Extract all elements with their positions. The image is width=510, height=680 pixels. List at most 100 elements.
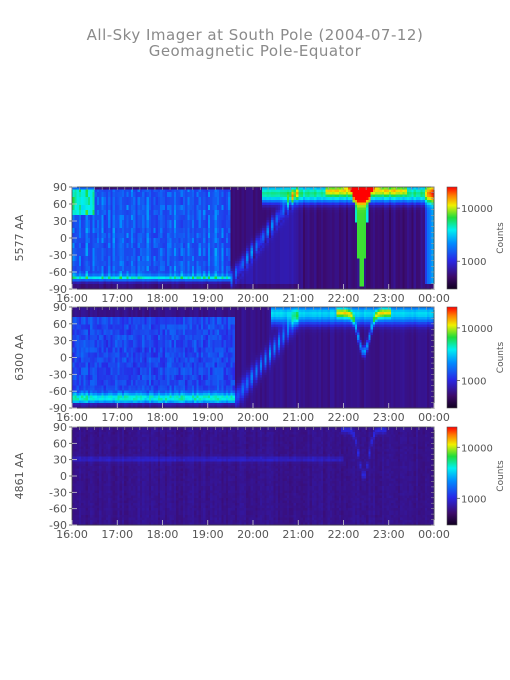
heatmap-cell: [169, 273, 172, 277]
heatmap-cell: [221, 276, 224, 280]
heatmap-cell: [214, 240, 218, 244]
heatmap-cell: [178, 227, 181, 231]
heatmap-cell: [210, 266, 213, 269]
heatmap-cell: [196, 273, 199, 277]
heatmap-cell: [128, 202, 132, 206]
heatmap-cell: [196, 238, 199, 241]
heatmap-cell: [139, 260, 143, 264]
heatmap-cell: [178, 258, 181, 262]
heatmap-cell: [332, 192, 335, 195]
heatmap-cell: [173, 227, 177, 231]
heatmap-cell: [182, 276, 186, 280]
heatmap-cell: [110, 238, 114, 241]
heatmap-cell: [241, 238, 245, 241]
heatmap-cell: [286, 283, 290, 287]
heatmap-cell: [266, 202, 270, 206]
heatmap-cell: [187, 253, 190, 257]
heatmap-cell: [225, 192, 229, 195]
heatmap-cell: [203, 230, 206, 234]
heatmap-cell: [124, 192, 127, 195]
heatmap-cell: [280, 235, 283, 239]
heatmap-cell: [198, 197, 202, 201]
heatmap-cell: [128, 276, 132, 280]
heatmap-cell: [350, 238, 353, 241]
heatmap-cell: [207, 238, 211, 241]
heatmap-cell: [248, 276, 252, 280]
heatmap-cell: [298, 235, 301, 239]
heatmap-cell: [114, 263, 118, 267]
heatmap-cell: [83, 273, 86, 277]
heatmap-cell: [96, 189, 100, 193]
heatmap-cell: [180, 253, 184, 257]
heatmap-cell: [74, 220, 77, 223]
heatmap-cell: [101, 263, 104, 267]
heatmap-cell: [205, 268, 209, 272]
heatmap-cell: [83, 260, 86, 264]
heatmap-cell: [85, 222, 89, 226]
heatmap-cell: [173, 204, 177, 208]
heatmap-cell: [219, 222, 222, 226]
heatmap-cell: [311, 281, 315, 285]
heatmap-cell: [189, 204, 193, 208]
heatmap-cell: [196, 286, 199, 290]
heatmap-cell: [130, 220, 134, 223]
heatmap-cell: [266, 194, 270, 198]
heatmap-cell: [323, 215, 326, 218]
heatmap-cell: [105, 263, 109, 267]
heatmap-cell: [336, 283, 340, 287]
heatmap-cell: [151, 192, 154, 195]
heatmap-cell: [187, 281, 190, 285]
heatmap-cell: [187, 230, 190, 234]
heatmap-cell: [264, 194, 267, 198]
heatmap-cell: [257, 192, 261, 195]
heatmap-cell: [248, 215, 252, 218]
heatmap-cell: [176, 192, 179, 195]
heatmap-cell: [101, 220, 104, 223]
heatmap-cell: [223, 273, 227, 277]
heatmap-cell: [323, 276, 326, 280]
heatmap-cell: [194, 248, 197, 252]
heatmap-cell: [239, 255, 242, 259]
heatmap-cell: [178, 278, 181, 282]
heatmap-cell: [146, 253, 150, 257]
heatmap-cell: [187, 204, 190, 208]
heatmap-cell: [90, 189, 93, 193]
heatmap-cell: [96, 276, 100, 280]
heatmap-cell: [144, 207, 147, 211]
heatmap-cell: [302, 266, 306, 269]
heatmap-cell: [338, 276, 342, 280]
heatmap-cell: [105, 266, 109, 269]
heatmap-cell: [189, 286, 193, 290]
heatmap-cell: [94, 260, 98, 264]
heatmap-cell: [146, 227, 150, 231]
heatmap-cell: [83, 209, 86, 213]
heatmap-cell: [128, 258, 132, 262]
heatmap-cell: [76, 245, 80, 249]
heatmap-cell: [257, 263, 261, 267]
heatmap-cell: [219, 209, 222, 213]
heatmap-cell: [96, 235, 100, 239]
heatmap-cell: [338, 273, 342, 277]
heatmap-cell: [268, 189, 272, 193]
heatmap-cell: [223, 250, 227, 254]
heatmap-cell: [81, 245, 84, 249]
heatmap-cell: [121, 278, 125, 282]
heatmap-cell: [203, 238, 206, 241]
heatmap-cell: [239, 225, 242, 229]
heatmap-cell: [316, 235, 319, 239]
heatmap-cell: [280, 207, 283, 211]
heatmap-cell: [78, 240, 82, 244]
heatmap-cell: [83, 204, 86, 208]
heatmap-cell: [194, 225, 197, 229]
heatmap-cell: [146, 258, 150, 262]
heatmap-cell: [198, 271, 202, 274]
heatmap-cell: [257, 222, 261, 226]
heatmap-cell: [146, 278, 150, 282]
heatmap-cell: [99, 189, 102, 193]
heatmap-cell: [167, 227, 170, 231]
heatmap-cell: [180, 197, 184, 201]
heatmap-cell: [262, 238, 265, 241]
heatmap-cell: [146, 187, 150, 190]
heatmap-cell: [343, 192, 347, 195]
heatmap-cell: [275, 250, 279, 254]
